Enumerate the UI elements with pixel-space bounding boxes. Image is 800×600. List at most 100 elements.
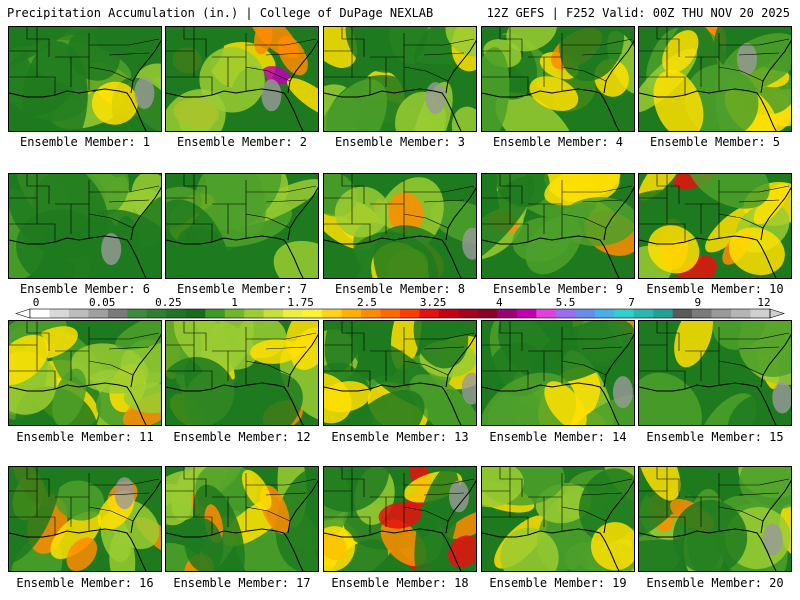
colorbar-tick-label: 0.05 (89, 296, 116, 309)
colorbar-bin (555, 309, 576, 318)
colorbar-tick-label: 1.75 (287, 296, 314, 309)
ensemble-member-label: Ensemble Member: 4 (492, 135, 624, 149)
ensemble-member-map[interactable] (165, 320, 319, 426)
ensemble-member-map[interactable] (8, 26, 162, 132)
ensemble-member-label: Ensemble Member: 10 (646, 282, 784, 296)
precipitation-field (482, 467, 634, 571)
precipitation-field (639, 174, 791, 278)
colorbar-tick-label: 12 (757, 296, 770, 309)
precipitation-field (639, 321, 791, 425)
ensemble-member-label: Ensemble Member: 2 (176, 135, 308, 149)
colorbar-bin (361, 309, 381, 318)
ensemble-member-map[interactable] (638, 26, 792, 132)
colorbar-max-arrow (769, 308, 785, 319)
colorbar-bin (322, 309, 342, 318)
colorbar-bin (711, 309, 732, 318)
colorbar-bin (224, 309, 245, 318)
precipitation-field (9, 467, 161, 571)
colorbar-bin (731, 309, 751, 318)
colorbar-min-arrow (15, 308, 31, 319)
ensemble-member-label: Ensemble Member: 20 (646, 576, 784, 590)
colorbar-tick-label: 1 (231, 296, 238, 309)
colorbar-bin (166, 309, 187, 318)
colorbar-tick-label: 5.5 (556, 296, 576, 309)
ensemble-member-label: Ensemble Member: 13 (331, 430, 469, 444)
ensemble-member-map[interactable] (481, 26, 635, 132)
colorbar-bin (419, 309, 440, 318)
ensemble-member-label: Ensemble Member: 9 (492, 282, 624, 296)
colorbar-tick-label: 2.5 (357, 296, 377, 309)
colorbar-bin (302, 309, 323, 318)
ensemble-member-map[interactable] (638, 173, 792, 279)
ensemble-member-label: Ensemble Member: 8 (334, 282, 466, 296)
ensemble-member-map[interactable] (8, 173, 162, 279)
ensemble-member-label: Ensemble Member: 5 (649, 135, 781, 149)
precipitation-field (639, 27, 791, 131)
model-run-info: 12Z GEFS | F252 Valid: 00Z THU NOV 20 20… (486, 6, 790, 20)
colorbar-bin (30, 309, 50, 318)
colorbar-bin (575, 309, 596, 318)
colorbar-bin (244, 309, 264, 318)
colorbar-bin (497, 309, 518, 318)
map-title: Precipitation Accumulation (in.) | Colle… (7, 6, 434, 20)
ensemble-member-map[interactable] (638, 320, 792, 426)
ensemble-member-label: Ensemble Member: 3 (334, 135, 466, 149)
ensemble-member-map[interactable] (323, 26, 477, 132)
colorbar-bin (400, 309, 420, 318)
colorbar-bin (127, 309, 148, 318)
precipitation-field (482, 174, 634, 278)
precipitation-field (166, 27, 318, 131)
precipitation-field (482, 321, 634, 425)
colorbar-bin (88, 309, 109, 318)
colorbar-bin (283, 309, 303, 318)
ensemble-member-map[interactable] (323, 173, 477, 279)
ensemble-member-map[interactable] (165, 173, 319, 279)
colorbar-bin (614, 309, 634, 318)
ensemble-member-label: Ensemble Member: 11 (16, 430, 154, 444)
precipitation-field (9, 27, 161, 131)
colorbar-bin (594, 309, 615, 318)
ensemble-member-map[interactable] (481, 173, 635, 279)
colorbar-bin (477, 309, 498, 318)
ensemble-member-label: Ensemble Member: 7 (176, 282, 308, 296)
colorbar-bin (516, 309, 537, 318)
colorbar-bin (633, 309, 654, 318)
colorbar-bin (107, 309, 128, 318)
colorbar-bin (672, 309, 693, 318)
ensemble-member-map[interactable] (8, 466, 162, 572)
ensemble-member-map[interactable] (481, 466, 635, 572)
precipitation-field (9, 321, 161, 425)
precipitation-field (166, 467, 318, 571)
precipitation-field (324, 27, 476, 131)
colorbar-bin (185, 309, 206, 318)
ensemble-member-label: Ensemble Member: 15 (646, 430, 784, 444)
precipitation-field (324, 321, 476, 425)
precipitation-field (166, 321, 318, 425)
ensemble-member-label: Ensemble Member: 18 (331, 576, 469, 590)
ensemble-member-label: Ensemble Member: 19 (489, 576, 627, 590)
colorbar-tick-label: 7 (628, 296, 635, 309)
colorbar-bin (750, 309, 771, 318)
colorbar-bin (68, 309, 89, 318)
precipitation-field (482, 27, 634, 131)
precipitation-field (324, 467, 476, 571)
colorbar-bin (146, 309, 167, 318)
ensemble-member-label: Ensemble Member: 17 (173, 576, 311, 590)
ensemble-member-map[interactable] (638, 466, 792, 572)
ensemble-member-map[interactable] (165, 466, 319, 572)
colorbar-tick-label: 3.25 (420, 296, 447, 309)
colorbar-bin (49, 309, 70, 318)
colorbar-bin (692, 309, 712, 318)
ensemble-member-label: Ensemble Member: 14 (489, 430, 627, 444)
ensemble-member-map[interactable] (165, 26, 319, 132)
colorbar-bin (458, 309, 479, 318)
precipitation-field (166, 174, 318, 278)
precipitation-field (9, 174, 161, 278)
colorbar-tick-label: 4 (496, 296, 503, 309)
ensemble-member-map[interactable] (481, 320, 635, 426)
ensemble-member-map[interactable] (323, 466, 477, 572)
ensemble-member-map[interactable] (8, 320, 162, 426)
ensemble-member-map[interactable] (323, 320, 477, 426)
colorbar-tick-label: 9 (694, 296, 701, 309)
colorbar-bin (536, 309, 557, 318)
